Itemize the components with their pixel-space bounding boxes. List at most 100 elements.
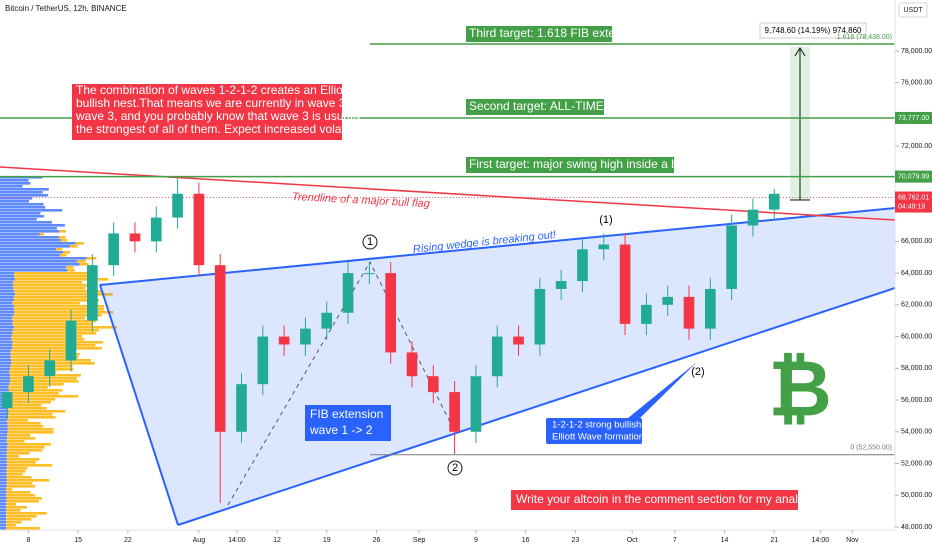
profile-bar (0, 281, 13, 284)
profile-bar (0, 374, 11, 377)
profile-bar (0, 221, 52, 224)
candle-body (278, 336, 290, 345)
x-tick-label: 12 (273, 537, 281, 544)
candles (1, 177, 780, 504)
profile-bar (0, 482, 7, 485)
x-tick-label: 15 (74, 537, 82, 544)
profile-bar (6, 467, 28, 470)
profile-bar (0, 179, 29, 182)
formation-pointer (600, 362, 697, 418)
profile-bar (6, 512, 47, 515)
profile-bar (0, 344, 13, 347)
header: Bitcoin / TetherUS, 12h, BINANCE (5, 4, 127, 13)
profile-bar (6, 482, 33, 485)
profile-bar (0, 359, 12, 362)
profile-bar (0, 272, 15, 275)
profile-bar (0, 434, 7, 437)
profile-bar (0, 446, 8, 449)
candle-body (44, 360, 56, 377)
formation-label: Elliott Wave formation (552, 432, 644, 443)
profile-bar (0, 386, 9, 389)
profile-bar (0, 257, 87, 260)
profile-bar (0, 218, 37, 221)
y-tick-label: 50,000.00 (901, 492, 932, 499)
x-tick-label: 14 (721, 537, 729, 544)
candle-body (342, 273, 354, 313)
profile-bar (0, 488, 7, 491)
candle-body (257, 336, 269, 385)
profile-bar (7, 404, 42, 407)
x-tick-label: 7 (673, 537, 677, 544)
profile-bar (6, 452, 30, 455)
profile-bar (69, 245, 78, 248)
profile-bar (0, 467, 7, 470)
price-axis (895, 0, 932, 550)
profile-bar (59, 230, 66, 233)
candle-body (662, 296, 674, 305)
profile-bar (14, 275, 95, 278)
x-tick-label: Nov (846, 537, 859, 544)
profile-bar (8, 398, 56, 401)
profile-bar (13, 284, 89, 287)
profile-bar (0, 227, 57, 230)
profile-bar (6, 506, 27, 509)
profile-bar (0, 443, 8, 446)
profile-bar (0, 500, 7, 503)
profile-bar (6, 521, 22, 524)
measure-arrowhead (794, 47, 806, 57)
profile-bar (0, 524, 7, 527)
profile-bar (0, 317, 13, 320)
x-tick-label: 21 (770, 537, 778, 544)
profile-bar (0, 293, 16, 296)
profile-bar (6, 461, 36, 464)
profile-bar (7, 425, 44, 428)
fib-label: FIB extension (310, 407, 383, 421)
profile-bar (12, 323, 93, 326)
profile-bar (0, 185, 23, 188)
profile-bar (7, 464, 53, 467)
profile-bar (12, 332, 97, 335)
profile-bar (0, 236, 60, 239)
target-box (466, 26, 612, 42)
profile-bar (0, 497, 7, 500)
profile-bar (15, 293, 113, 296)
candle-body (300, 328, 311, 345)
profile-bar (14, 272, 95, 275)
profile-bar (6, 455, 19, 458)
x-tick-label: 16 (522, 537, 530, 544)
candle-body (406, 352, 418, 377)
profile-bar (15, 278, 109, 281)
profile-bar (0, 224, 65, 227)
profile-bar (0, 485, 7, 488)
profile-bar (0, 182, 31, 185)
profile-bar (6, 491, 31, 494)
x-tick-label: 26 (373, 537, 381, 544)
profile-bar (12, 344, 96, 347)
last-price-tag (895, 191, 932, 213)
profile-bar (0, 248, 57, 251)
candle-body (683, 296, 695, 329)
note-line: bullish nest.That means we are currently… (76, 96, 359, 110)
profile-bar (7, 437, 36, 440)
x-tick-label: 14:00 (812, 537, 830, 544)
profile-bar (6, 494, 36, 497)
profile-bar (63, 251, 71, 254)
candle-body (726, 225, 737, 289)
wedge-lower (177, 287, 895, 526)
y-tick-label: 76,000.00 (901, 80, 932, 87)
target-box (466, 99, 604, 115)
profile-bar (0, 455, 7, 458)
note-box (72, 84, 342, 140)
profile-bar (0, 197, 33, 200)
profile-bar (0, 290, 15, 293)
measure-label-box (759, 22, 867, 39)
candle-body (129, 233, 141, 242)
profile-bar (0, 449, 8, 452)
profile-bar (0, 362, 12, 365)
profile-bar (0, 437, 8, 440)
profile-bar (0, 353, 11, 356)
profile-bar (0, 254, 60, 257)
profile-bar (0, 413, 9, 416)
level-tag (895, 111, 932, 124)
